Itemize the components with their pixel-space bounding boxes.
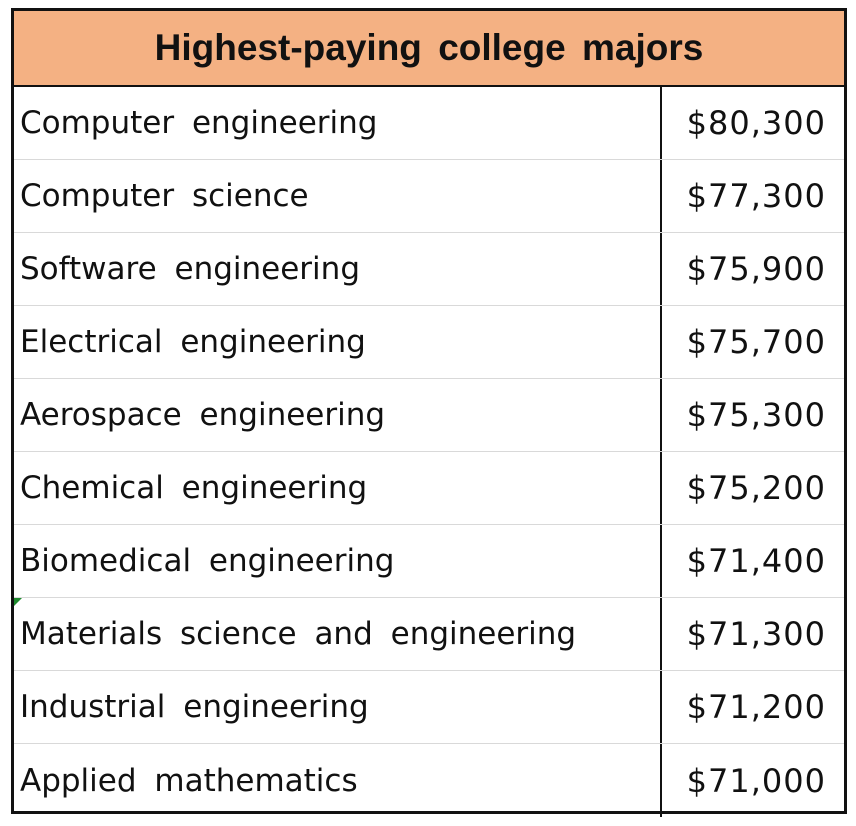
table-title: Highest-paying college majors <box>154 27 704 68</box>
table-body: Computer engineering $80,300 Computer sc… <box>14 87 844 817</box>
table-header-cell[interactable]: Highest-paying college majors <box>14 11 844 87</box>
salary-cell[interactable]: $71,200 <box>660 671 844 743</box>
salary-cell[interactable]: $75,700 <box>660 306 844 378</box>
major-cell[interactable]: Applied mathematics <box>20 762 358 799</box>
salary-cell[interactable]: $75,200 <box>660 452 844 524</box>
table-row: Biomedical engineering $71,400 <box>14 525 844 598</box>
major-cell[interactable]: Materials science and engineering <box>20 616 577 652</box>
table-row: Software engineering $75,900 <box>14 233 844 306</box>
salary-cell[interactable]: $80,300 <box>660 87 844 159</box>
salary-cell[interactable]: $77,300 <box>660 160 844 232</box>
salary-cell[interactable]: $75,900 <box>660 233 844 305</box>
comment-marker-icon <box>14 598 22 606</box>
table-row: Chemical engineering $75,200 <box>14 452 844 525</box>
major-cell[interactable]: Biomedical engineering <box>20 543 395 579</box>
table-row: Materials science and engineering $71,30… <box>14 598 844 671</box>
major-cell[interactable]: Electrical engineering <box>20 324 366 360</box>
major-cell[interactable]: Computer engineering <box>20 105 378 141</box>
salary-cell[interactable]: $71,300 <box>660 598 844 670</box>
table-row: Applied mathematics $71,000 <box>14 744 844 817</box>
major-cell[interactable]: Industrial engineering <box>20 689 369 725</box>
salary-table: Highest-paying college majors Computer e… <box>11 8 847 817</box>
salary-cell[interactable]: $75,300 <box>660 379 844 451</box>
major-cell[interactable]: Computer science <box>20 178 309 214</box>
major-cell[interactable]: Software engineering <box>20 251 360 287</box>
salary-cell[interactable]: $71,000 <box>660 744 844 817</box>
table-row: Computer engineering $80,300 <box>14 87 844 160</box>
salary-cell[interactable]: $71,400 <box>660 525 844 597</box>
table-row: Industrial engineering $71,200 <box>14 671 844 744</box>
table-row: Aerospace engineering $75,300 <box>14 379 844 452</box>
major-cell[interactable]: Aerospace engineering <box>20 397 386 433</box>
major-cell[interactable]: Chemical engineering <box>20 470 368 506</box>
table-row: Computer science $77,300 <box>14 160 844 233</box>
table-row: Electrical engineering $75,700 <box>14 306 844 379</box>
